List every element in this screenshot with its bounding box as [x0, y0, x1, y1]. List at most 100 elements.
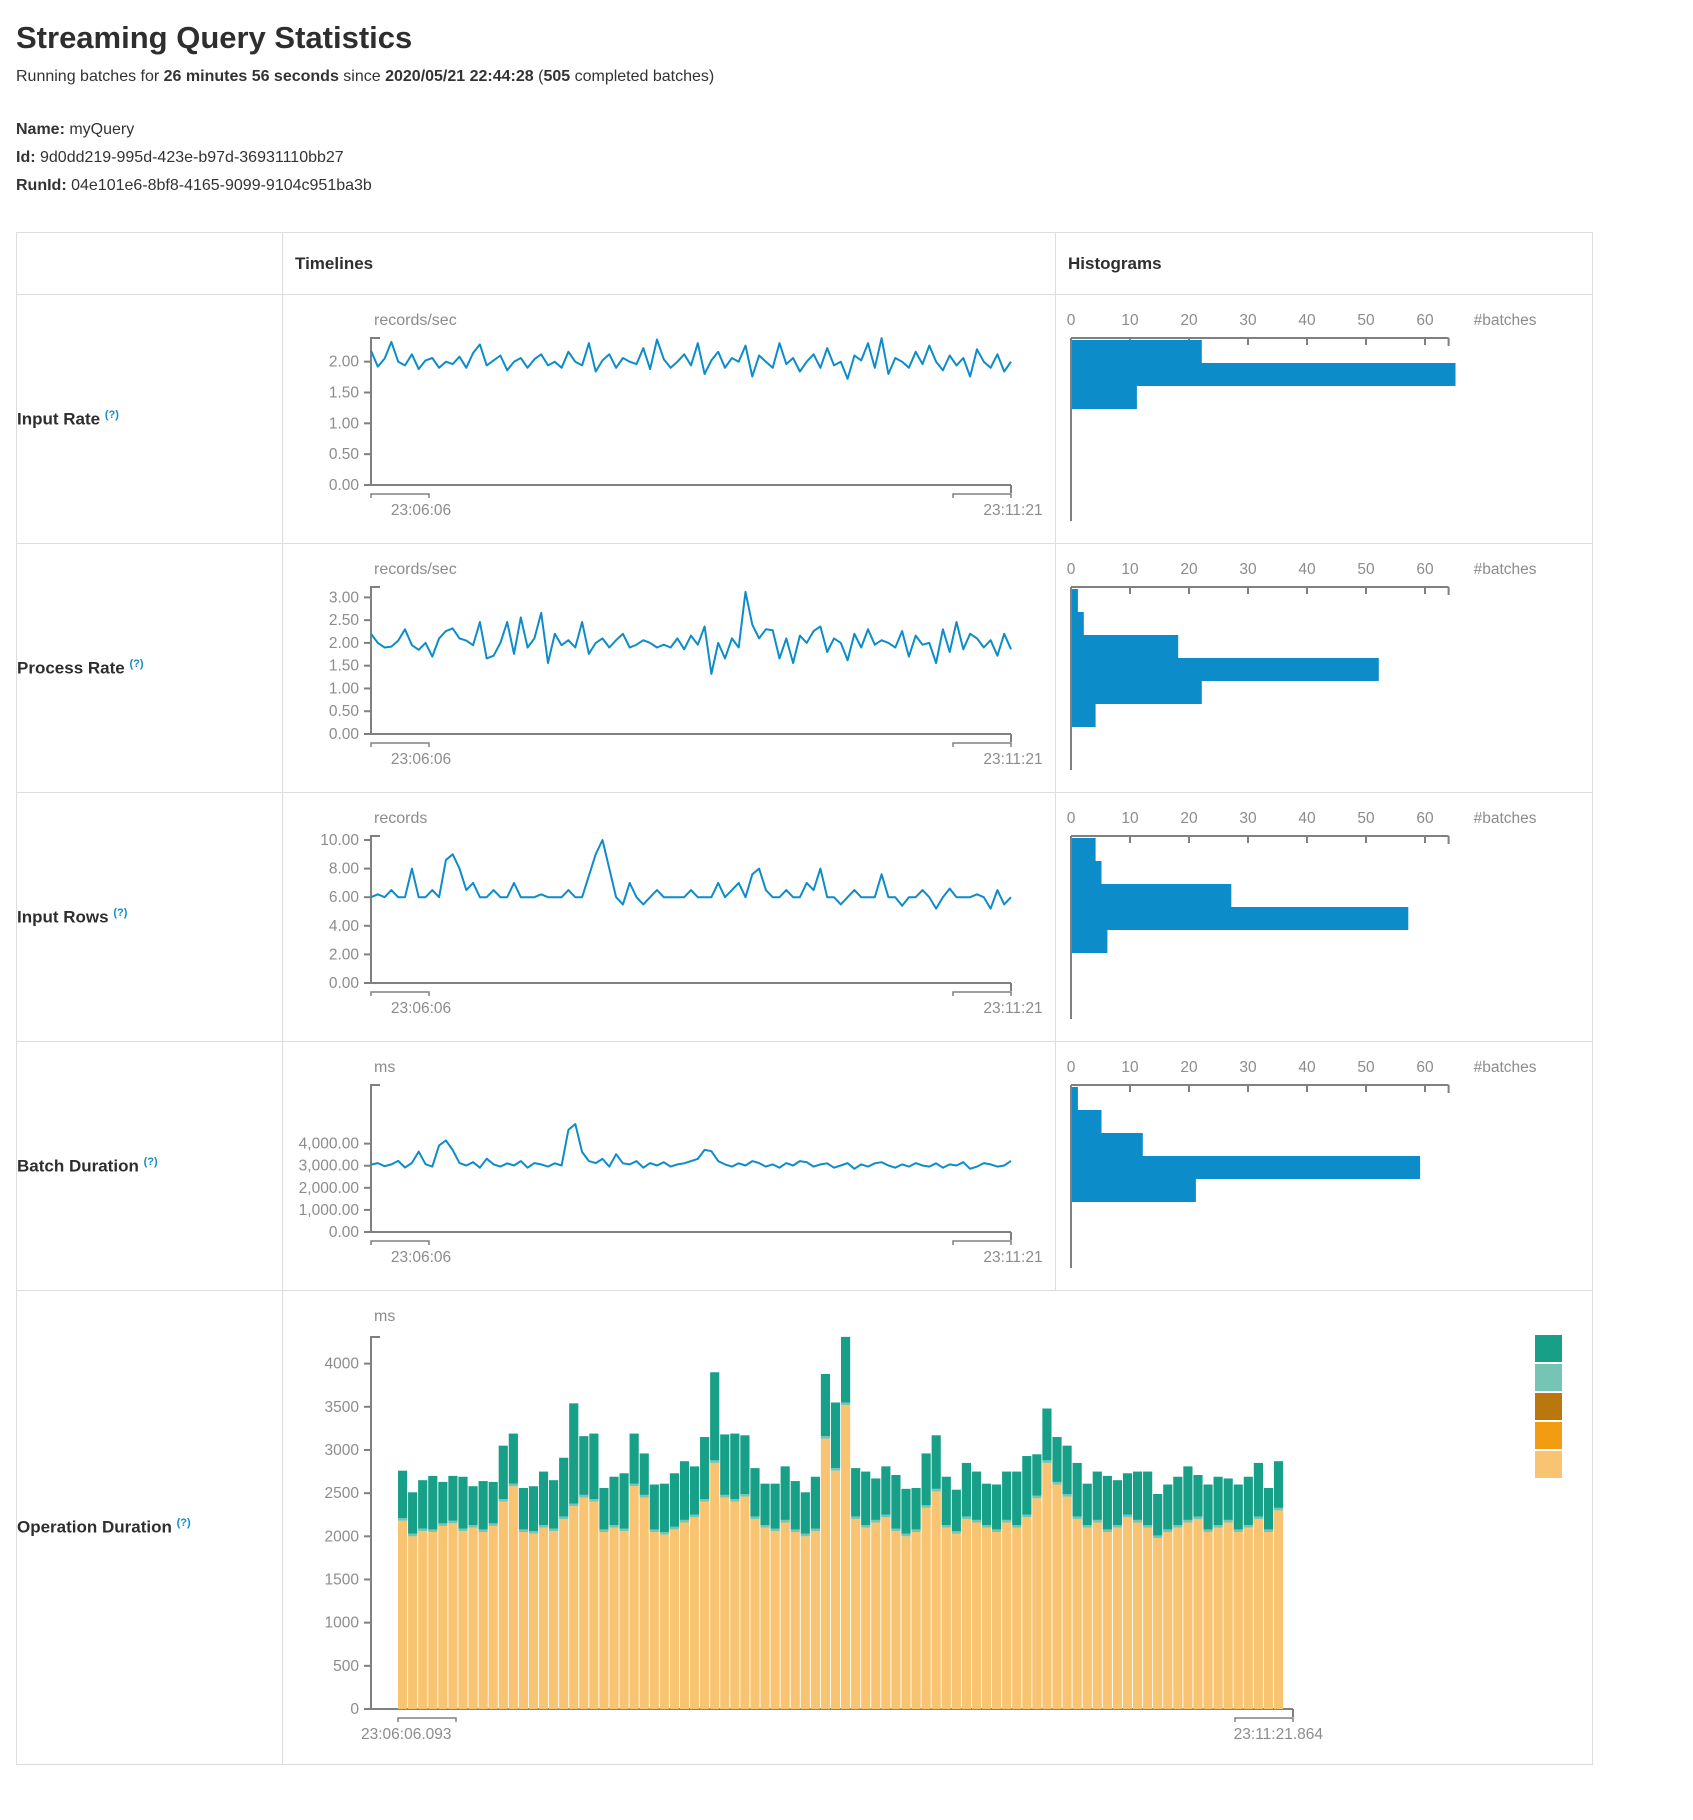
process-rate-timeline-cell: records/sec 0.00 0.50 1.00 1.50 2.00 2.50 3.00 2… — [282, 543, 1056, 793]
row-input-rate: Input Rate (?) records/sec 0.00 0.50 1.00 1.… — [16, 294, 1593, 544]
svg-text:0.00: 0.00 — [329, 477, 360, 494]
svg-text:2.00: 2.00 — [329, 635, 360, 652]
svg-text:23:06:06: 23:06:06 — [391, 1249, 451, 1266]
query-id-value: 9d0dd219-995d-423e-b97d-36931110bb27 — [35, 149, 344, 166]
svg-text:23:06:06: 23:06:06 — [391, 502, 451, 519]
completed-batches-count: 505 — [543, 68, 571, 85]
svg-text:1.00: 1.00 — [329, 680, 360, 697]
input-rows-help-icon[interactable]: (?) — [113, 906, 128, 919]
input-rate-label-cell: Input Rate (?) — [16, 294, 283, 544]
batch-duration-timeline-chart: ms 0.00 1,000.00 2,000.00 3,000.00 4,000.00 23… — [299, 1059, 1043, 1266]
svg-text:30: 30 — [1239, 561, 1257, 578]
svg-text:2,000.00: 2,000.00 — [299, 1180, 360, 1197]
svg-text:3500: 3500 — [325, 1399, 360, 1416]
svg-text:23:06:06.093: 23:06:06.093 — [361, 1726, 452, 1743]
svg-text:23:11:21: 23:11:21 — [983, 1249, 1042, 1266]
svg-text:23:06:06: 23:06:06 — [391, 751, 451, 768]
svg-text:0.50: 0.50 — [329, 446, 360, 463]
svg-text:60: 60 — [1416, 312, 1434, 329]
svg-text:3000: 3000 — [325, 1442, 360, 1459]
svg-text:4,000.00: 4,000.00 — [299, 1136, 360, 1153]
input-rows-timeline-cell: records 0.00 2.00 4.00 6.00 8.00 10.00 23:06:06… — [282, 792, 1056, 1042]
query-meta: Name: myQuery Id: 9d0dd219-995d-423e-b97… — [16, 116, 1677, 200]
svg-text:10: 10 — [1121, 312, 1139, 329]
svg-text:0.00: 0.00 — [329, 975, 360, 992]
svg-text:40: 40 — [1298, 561, 1316, 578]
input-rate-help-icon[interactable]: (?) — [104, 408, 119, 421]
batch-duration-histogram-chart: 0 10 20 30 40 50 60 #batches — [1067, 1059, 1537, 1268]
svg-text:30: 30 — [1239, 312, 1257, 329]
process-rate-help-icon[interactable]: (?) — [129, 657, 144, 670]
svg-text:40: 40 — [1298, 810, 1316, 827]
running-timestamp: 2020/05/21 22:44:28 — [385, 68, 534, 85]
running-prefix: Running batches for — [16, 68, 164, 85]
input-rate-histogram-cell: 0 10 20 30 40 50 60 #batches — [1055, 294, 1593, 544]
running-summary: Running batches for 26 minutes 56 second… — [16, 68, 1677, 86]
svg-text:4.00: 4.00 — [329, 918, 360, 935]
query-id-label: Id: — [16, 149, 36, 166]
running-open-paren: ( — [533, 68, 544, 85]
svg-text:3.00: 3.00 — [329, 589, 360, 606]
svg-text:1000: 1000 — [325, 1615, 360, 1632]
svg-text:records: records — [374, 810, 427, 827]
input-rows-histogram-cell: 0 10 20 30 40 50 60 #batches — [1055, 792, 1593, 1042]
svg-text:#batches: #batches — [1474, 312, 1537, 329]
query-id-line: Id: 9d0dd219-995d-423e-b97d-36931110bb27 — [16, 144, 1677, 172]
svg-text:records/sec: records/sec — [374, 561, 457, 578]
batch-duration-label-cell: Batch Duration (?) — [16, 1041, 283, 1291]
batch-duration-help-icon[interactable]: (?) — [143, 1155, 158, 1168]
operation-duration-chart-cell: ms 0 500 1000 1500 2000 2500 3000 3500 4000 23:06:… — [282, 1290, 1593, 1765]
svg-text:20: 20 — [1180, 561, 1198, 578]
table-header-row: Timelines Histograms — [16, 232, 1593, 295]
svg-text:500: 500 — [333, 1658, 359, 1675]
svg-text:2500: 2500 — [325, 1485, 360, 1502]
svg-text:50: 50 — [1357, 810, 1375, 827]
svg-text:1.50: 1.50 — [329, 658, 360, 675]
process-rate-label: Process Rate — [17, 658, 125, 678]
svg-text:50: 50 — [1357, 312, 1375, 329]
svg-text:20: 20 — [1180, 810, 1198, 827]
svg-text:23:06:06: 23:06:06 — [391, 1000, 451, 1017]
svg-text:1.50: 1.50 — [329, 385, 360, 402]
process-rate-timeline-chart: records/sec 0.00 0.50 1.00 1.50 2.00 2.50 3.00 2… — [329, 561, 1043, 768]
input-rows-histogram-chart: 0 10 20 30 40 50 60 #batches — [1067, 810, 1537, 1019]
running-suffix: completed batches) — [570, 68, 715, 85]
row-operation-duration: Operation Duration (?) ms 0 500 1000 1500 200… — [16, 1290, 1593, 1765]
svg-text:40: 40 — [1298, 312, 1316, 329]
input-rate-timeline-chart: records/sec 0.00 0.50 1.00 1.50 2.00 23:06:06 2… — [329, 312, 1043, 519]
process-rate-histogram-chart: 0 10 20 30 40 50 60 #batches — [1067, 561, 1537, 770]
svg-text:3,000.00: 3,000.00 — [299, 1158, 360, 1175]
svg-text:2000: 2000 — [325, 1528, 360, 1545]
svg-text:0: 0 — [1067, 561, 1076, 578]
svg-text:30: 30 — [1239, 810, 1257, 827]
operation-duration-label: Operation Duration — [17, 1517, 172, 1537]
svg-text:0: 0 — [1067, 312, 1076, 329]
svg-text:50: 50 — [1357, 561, 1375, 578]
svg-text:23:11:21: 23:11:21 — [983, 751, 1042, 768]
header-empty-cell — [16, 232, 283, 295]
svg-text:2.50: 2.50 — [329, 612, 360, 629]
svg-text:23:11:21: 23:11:21 — [983, 502, 1042, 519]
svg-text:0.00: 0.00 — [329, 726, 360, 743]
svg-text:1500: 1500 — [325, 1571, 360, 1588]
row-batch-duration: Batch Duration (?) ms 0.00 1,000.00 2,000.0… — [16, 1041, 1593, 1291]
svg-text:10: 10 — [1121, 1059, 1139, 1076]
operation-duration-help-icon[interactable]: (?) — [176, 1517, 191, 1530]
svg-text:2.00: 2.00 — [329, 354, 360, 371]
query-name-line: Name: myQuery — [16, 116, 1677, 144]
svg-text:10.00: 10.00 — [320, 832, 359, 849]
svg-text:0.50: 0.50 — [329, 703, 360, 720]
query-name-label: Name: — [16, 121, 65, 138]
svg-text:23:11:21: 23:11:21 — [983, 1000, 1042, 1017]
query-name-value: myQuery — [64, 121, 135, 138]
running-since: since — [338, 68, 386, 85]
query-runid-value: 04e101e6-8bf8-4165-9099-9104c951ba3b — [66, 177, 372, 194]
svg-text:4000: 4000 — [325, 1356, 360, 1373]
svg-text:1,000.00: 1,000.00 — [299, 1202, 360, 1219]
batch-duration-timeline-cell: ms 0.00 1,000.00 2,000.00 3,000.00 4,000.00 23… — [282, 1041, 1056, 1291]
input-rate-label: Input Rate — [17, 409, 101, 429]
svg-text:60: 60 — [1416, 1059, 1434, 1076]
svg-text:50: 50 — [1357, 1059, 1375, 1076]
svg-text:records/sec: records/sec — [374, 312, 457, 329]
running-duration: 26 minutes 56 seconds — [163, 68, 339, 85]
